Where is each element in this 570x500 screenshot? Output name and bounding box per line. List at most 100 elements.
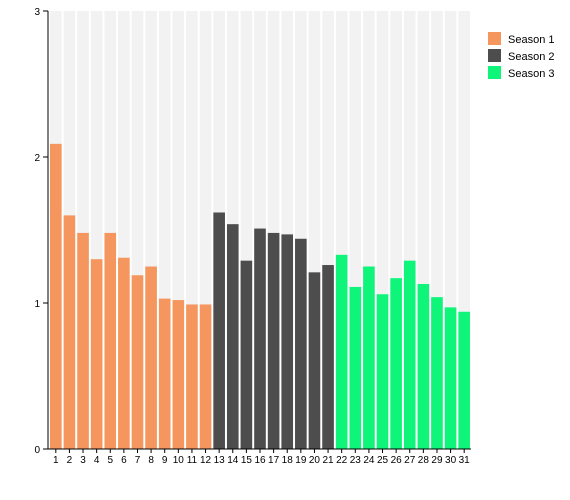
bar-background-band — [145, 11, 157, 449]
bar-23 — [349, 286, 362, 449]
legend-swatch — [488, 32, 501, 45]
bar-4 — [90, 259, 103, 449]
x-tick-label: 18 — [282, 455, 294, 466]
x-tick-label: 27 — [404, 455, 416, 466]
bar-27 — [403, 260, 416, 449]
x-tick-label: 16 — [254, 455, 266, 466]
bar-28 — [417, 284, 430, 449]
bar-background-band — [349, 11, 362, 449]
bar-background-band — [431, 11, 443, 449]
bar-12 — [199, 304, 212, 449]
x-tick-label: 29 — [431, 455, 443, 466]
bar-background-band — [390, 11, 402, 449]
bar-background-band — [131, 11, 144, 449]
x-tick-label: 5 — [107, 455, 113, 466]
x-ticks: 1 2 3 4 5 6 7 8 9 10 11 12 13 14 15 16 17 18 19 20 21 22 23 24 2… — [53, 449, 470, 466]
x-tick-label: 21 — [323, 455, 335, 466]
x-tick-label: 25 — [377, 455, 389, 466]
x-tick-label: 1 — [53, 455, 59, 466]
bar-20 — [308, 272, 321, 449]
bar-background-band — [322, 11, 334, 449]
bar-3 — [77, 232, 89, 449]
bar-background-band — [186, 11, 198, 449]
x-tick-label: 20 — [309, 455, 321, 466]
bar-25 — [376, 294, 389, 449]
bar-11 — [186, 304, 198, 449]
bar-background-band — [267, 11, 280, 449]
bar-15 — [240, 260, 253, 449]
x-tick-label: 26 — [391, 455, 403, 466]
x-tick-label: 4 — [94, 455, 100, 466]
bars — [50, 143, 470, 450]
bar-24 — [363, 266, 375, 449]
legend-label: Season 1 — [508, 34, 554, 46]
bar-5 — [104, 232, 117, 449]
bar-8 — [145, 266, 157, 449]
x-tick-label: 12 — [200, 455, 212, 466]
bar-2 — [63, 215, 76, 449]
bar-background-band — [403, 11, 416, 449]
x-tick-label: 14 — [227, 455, 239, 466]
bar-1 — [50, 143, 62, 450]
legend-swatch — [488, 66, 501, 79]
x-tick-label: 24 — [363, 455, 375, 466]
bar-21 — [322, 265, 334, 449]
legend-swatch — [488, 49, 501, 62]
bar-18 — [281, 234, 294, 449]
bar-22 — [335, 254, 348, 449]
bar-31 — [458, 311, 470, 449]
y-tick-label: 3 — [34, 7, 40, 18]
bar-7 — [131, 275, 144, 449]
bar-background-band — [376, 11, 389, 449]
x-tick-label: 3 — [80, 455, 86, 466]
legend-label: Season 2 — [508, 51, 554, 63]
x-tick-label: 2 — [67, 455, 73, 466]
x-tick-label: 19 — [295, 455, 307, 466]
y-tick-label: 1 — [34, 299, 40, 310]
x-tick-label: 9 — [162, 455, 168, 466]
bar-30 — [444, 307, 457, 449]
x-tick-label: 31 — [459, 455, 471, 466]
bar-background-band — [335, 11, 348, 449]
x-tick-label: 15 — [241, 455, 253, 466]
x-tick-label: 13 — [214, 455, 226, 466]
bar-background-band — [363, 11, 375, 449]
bar-6 — [118, 257, 130, 449]
x-tick-label: 22 — [336, 455, 348, 466]
bar-background-band — [172, 11, 185, 449]
bar-background-band — [104, 11, 117, 449]
bar-background-band — [90, 11, 103, 449]
bar-14 — [226, 224, 239, 449]
bar-background-band — [281, 11, 294, 449]
bar-background-band — [417, 11, 430, 449]
x-tick-label: 7 — [135, 455, 141, 466]
legend-label: Season 3 — [508, 68, 554, 80]
x-tick-label: 8 — [148, 455, 154, 466]
bar-background-band — [158, 11, 171, 449]
bar-26 — [390, 278, 402, 449]
x-tick-label: 11 — [187, 455, 198, 466]
bar-16 — [254, 228, 266, 449]
bar-29 — [431, 297, 443, 449]
bar-background-band — [240, 11, 253, 449]
bar-19 — [295, 238, 307, 449]
x-tick-label: 10 — [173, 455, 185, 466]
bar-background-band — [444, 11, 457, 449]
y-ticks: 0 1 2 3 — [34, 7, 48, 456]
x-tick-label: 30 — [445, 455, 457, 466]
y-tick-label: 0 — [34, 445, 40, 456]
bar-10 — [172, 300, 185, 449]
x-tick-label: 23 — [350, 455, 362, 466]
x-tick-label: 6 — [121, 455, 127, 466]
legend: Season 1 Season 2 Season 3 — [488, 32, 554, 80]
bar-9 — [158, 298, 171, 449]
bar-background-band — [458, 11, 470, 449]
bar-background-band — [77, 11, 89, 449]
bar-13 — [213, 212, 225, 449]
bar-background-band — [308, 11, 321, 449]
bar-17 — [267, 232, 280, 449]
bar-background-band — [295, 11, 307, 449]
y-tick-label: 2 — [34, 153, 40, 164]
bar-background-band — [118, 11, 130, 449]
x-tick-label: 28 — [418, 455, 430, 466]
